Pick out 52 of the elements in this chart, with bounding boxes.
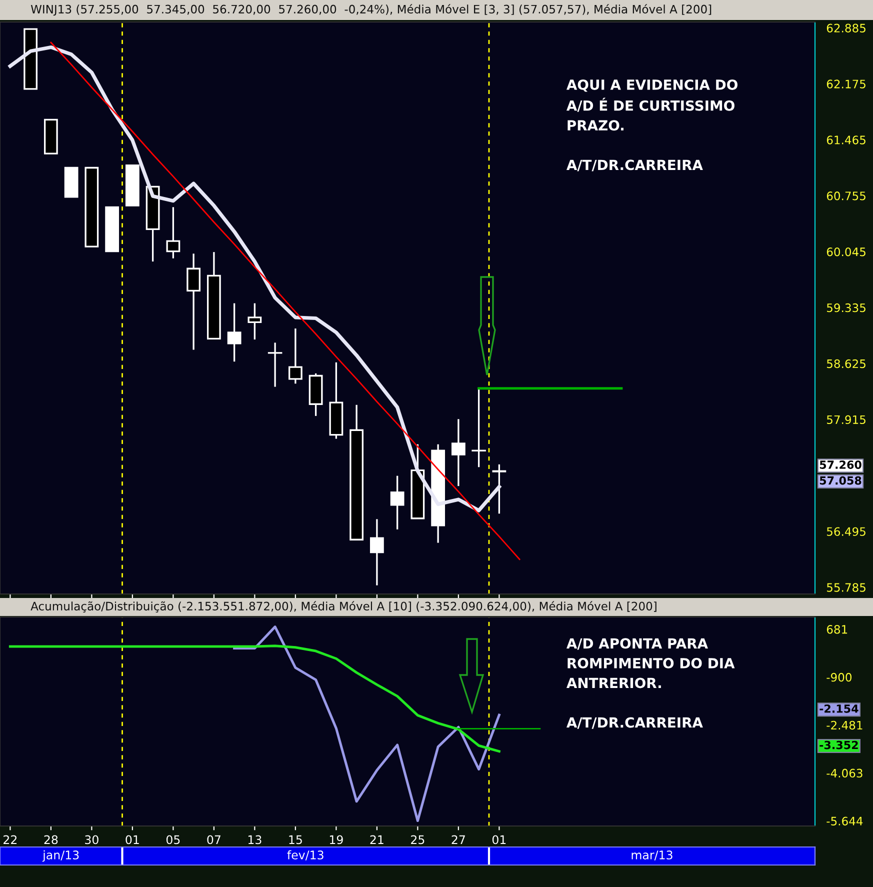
y-tick-label: 681 [826,625,848,634]
y-tick-label: 58.625 [827,359,866,368]
y-tick-label: -5.644 [826,816,863,826]
x-tick-label: 01 [126,835,139,844]
candlestick [451,418,466,487]
line-series [8,644,500,753]
candlestick [492,464,506,514]
text: 57.058 [820,476,862,485]
x-tick-label: 22 [4,835,17,844]
x-tick-label: 01 [492,835,506,844]
candlestick [227,302,242,362]
x-tick-label: 13 [248,835,262,844]
x-tick-label: 19 [330,835,343,844]
y-tick-label: 61.465 [826,136,866,144]
y-tick-label: -4.063 [826,768,862,778]
y-tick-label: 57.915 [827,415,866,424]
y-tick-label: 60.755 [826,192,866,200]
x-tick-label: 21 [370,835,384,844]
y-tick-label: 55.785 [827,583,866,592]
y-tick-label: -2.481 [826,720,862,730]
y-tick-label: 62.175 [826,80,866,88]
text: -3.352 [820,740,858,750]
x-tick-label: 30 [85,835,98,844]
candlestick [166,206,180,260]
text: -2.154 [820,704,858,713]
x-tick-label: 28 [44,835,58,844]
candlestick [390,474,404,530]
x-tick-label: 15 [289,835,302,844]
candlestick [288,328,302,384]
line-series [233,626,500,822]
y-tick-label: 59.335 [827,303,866,312]
chart-title: WINJ13 (57.255,00 57.345,00 56.720,00 57.260,00 -0,24%), Média Móvel E [3, 3] (57.057,57), Média Móvel A [200] [30,4,712,16]
x-tick-label: 27 [452,835,465,844]
text: jan/13 [42,850,79,862]
y-tick-label: 62.885 [826,24,866,32]
x-tick-label: 05 [166,835,180,844]
text: A/D APONTA PARA ROMPIMENTO DO DIA ANTRERIOR. A/T/DR.CARREIRA [566,638,735,729]
candlestick [186,252,201,351]
x-tick-label: 25 [411,835,424,844]
line-series [8,45,501,512]
text: AQUI A EVIDENCIA DO A/D É DE CURTISSIMO PRAZO. A/T/DR.CARREIRA [566,79,738,172]
text: mar/13 [632,850,672,860]
candlestick [370,518,384,586]
x-tick-label: 07 [207,835,220,844]
text: 57.260 [820,460,862,469]
y-tick-label: 56.495 [827,527,866,536]
y-tick-label: 60.045 [826,247,866,256]
chart-title: Acumulação/Distribuição (-2.153.551.872,00), Média Móvel A [10] (-3.352.090.624,00), Média Móvel A [200] [30,601,656,613]
text: fev/13 [287,850,324,860]
candlestick [248,302,262,340]
y-tick-label: -900 [826,672,852,682]
line-series [50,42,520,560]
